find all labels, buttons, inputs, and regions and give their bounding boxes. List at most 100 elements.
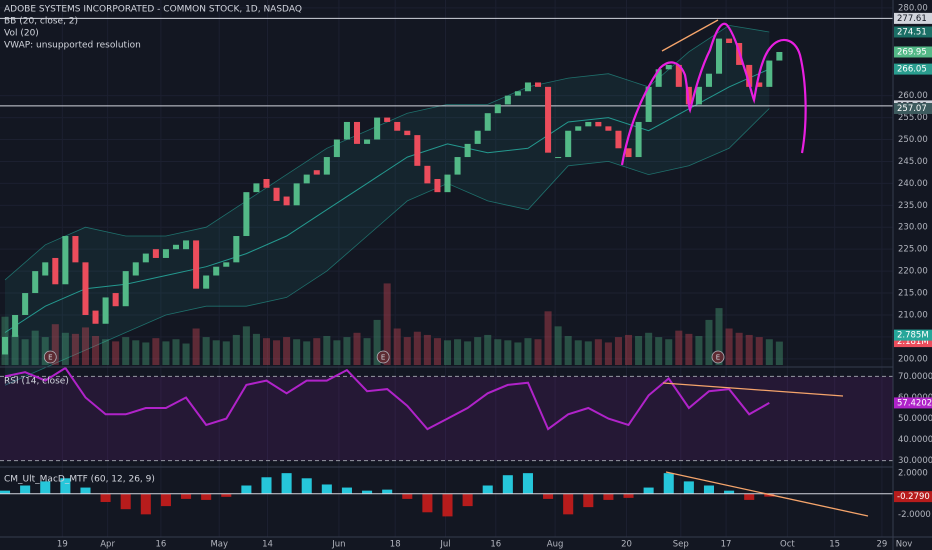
macd-bar xyxy=(462,493,473,507)
x-tick-label: Aug xyxy=(547,540,564,550)
volume-bar xyxy=(363,338,371,365)
volume-bar xyxy=(594,339,602,365)
volume-bar xyxy=(755,337,763,365)
macd-bar xyxy=(442,493,453,517)
trend-line xyxy=(661,19,719,52)
candle-body xyxy=(283,196,290,206)
y-tick-label: 260.00 xyxy=(898,91,928,101)
y-tick-label: 200.00 xyxy=(898,354,928,364)
band-line xyxy=(4,68,770,333)
volume-bar xyxy=(504,340,512,365)
volume-bar xyxy=(132,340,140,365)
macd-bar xyxy=(221,493,232,497)
candle-body xyxy=(545,86,552,153)
candle-body xyxy=(595,121,602,127)
candle-body xyxy=(343,121,350,140)
volume-bar xyxy=(645,332,653,365)
band-label-box xyxy=(894,26,932,38)
candle-body xyxy=(494,104,501,114)
candle-body xyxy=(152,249,159,258)
y-tick-label: 215.00 xyxy=(898,289,928,299)
candle-body xyxy=(635,121,642,158)
candle-body xyxy=(112,293,119,307)
macd-bar xyxy=(301,478,312,494)
x-tick-label: Nov xyxy=(896,540,913,550)
candle-body xyxy=(243,192,250,237)
macd-bar xyxy=(643,487,654,494)
volume-bar xyxy=(21,339,29,365)
macd-bar xyxy=(341,487,352,494)
volume-bar xyxy=(31,330,39,365)
y-tick-label: 225.00 xyxy=(898,245,928,255)
x-tick-label: 14 xyxy=(262,540,273,550)
pane-title: CM_Ult_MacD_MTF (60, 12, 26, 9) xyxy=(4,475,155,485)
macd-bar xyxy=(382,489,393,494)
x-tick-label: 29 xyxy=(877,540,888,550)
volume-label: 2.181M xyxy=(897,337,929,347)
volume-bar xyxy=(112,341,120,365)
volume-bar xyxy=(232,334,240,365)
y-tick-label: -2.0000 xyxy=(898,510,931,520)
macd-bar xyxy=(40,481,51,494)
event-label: E xyxy=(48,354,52,362)
volume-bar xyxy=(192,328,200,365)
volume-bar xyxy=(544,311,552,365)
axes: 280.00 260.00 255.00 250.00 245.00 240.00 235.… xyxy=(57,3,932,550)
candle-body xyxy=(695,86,702,105)
macd-bar xyxy=(522,473,533,494)
candle-body xyxy=(514,91,521,96)
volume-bar xyxy=(222,341,230,365)
x-tick-label: Sep xyxy=(673,540,689,550)
candle-body xyxy=(364,139,371,144)
macd-bar xyxy=(261,477,272,494)
candle-body xyxy=(404,130,411,136)
candle-body xyxy=(776,51,783,61)
macd-bar xyxy=(663,473,674,494)
candle-body xyxy=(605,126,612,131)
macd-bar xyxy=(181,493,192,499)
event-marker xyxy=(43,350,57,364)
volume-bar xyxy=(353,332,361,365)
candle-body xyxy=(484,113,491,131)
candle-body xyxy=(434,178,441,193)
event-label: E xyxy=(381,354,385,362)
volume-bar xyxy=(765,339,773,365)
candle-body xyxy=(263,178,270,188)
candle-body xyxy=(223,262,230,267)
volume-bar xyxy=(413,331,421,365)
macd-bar xyxy=(583,493,594,508)
candle-body xyxy=(655,69,662,87)
price-level-label-box xyxy=(894,12,932,24)
volume-bar xyxy=(313,338,321,365)
candle-body xyxy=(353,121,361,144)
candle-body xyxy=(625,148,632,158)
volume-bar xyxy=(71,333,79,365)
volume-bar xyxy=(685,333,693,365)
macd-bar xyxy=(764,493,775,497)
x-tick-label: Oct xyxy=(780,540,795,550)
macd-bar xyxy=(563,493,574,515)
volume-bar xyxy=(514,342,522,365)
last-price-label: 269.95 xyxy=(897,47,927,57)
band-fill xyxy=(5,25,770,386)
volume-bar xyxy=(534,339,542,365)
y-tick-label: 230.00 xyxy=(898,223,928,233)
candle-body xyxy=(726,38,733,43)
y-tick-label: 70.0000 xyxy=(898,372,932,382)
volume-bar xyxy=(343,337,351,365)
volume-bar xyxy=(735,332,743,365)
band-label: 266.05 xyxy=(897,65,927,75)
chart-title: ADOBE SYSTEMS INCORPORATED - COMMON STOC… xyxy=(4,5,302,15)
volume-bar xyxy=(604,342,612,365)
y-tick-label: 245.00 xyxy=(898,157,928,167)
macd-bar xyxy=(241,485,252,494)
candle-body xyxy=(333,139,340,158)
macd-bar xyxy=(20,485,31,494)
candle-body xyxy=(555,157,562,159)
volume-bar xyxy=(443,340,452,365)
y-tick-label: 280.00 xyxy=(898,3,928,13)
macd-bar xyxy=(80,487,91,494)
macd-bar xyxy=(543,493,554,499)
